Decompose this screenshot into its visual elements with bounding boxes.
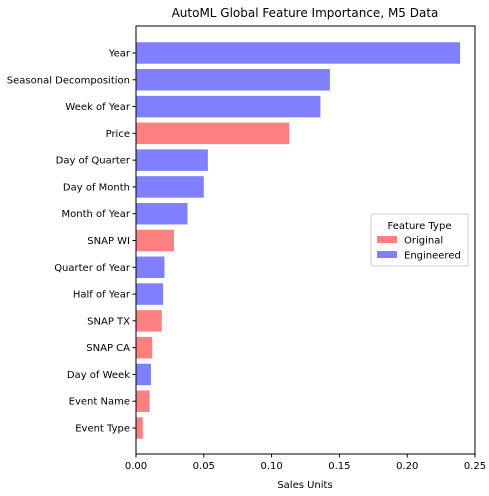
bar — [136, 149, 208, 171]
x-tick-label: 0.00 — [125, 461, 147, 472]
bars-group — [136, 42, 461, 439]
y-tick-label: Event Type — [75, 424, 130, 435]
x-tick-labels: 0.00 0.05 0.10 0.15 0.20 0.25 — [125, 454, 486, 472]
bar — [136, 256, 165, 279]
y-tick-label: Year — [108, 49, 131, 60]
x-tick-label: 0.20 — [396, 461, 418, 472]
bar — [136, 69, 330, 91]
y-tick-label: Event Name — [69, 397, 130, 408]
bar — [136, 310, 162, 332]
bar — [136, 95, 321, 118]
legend-label: Original — [404, 236, 443, 247]
y-tick-label: Price — [106, 129, 130, 140]
y-tick-label: SNAP TX — [87, 316, 130, 327]
bar — [136, 363, 151, 386]
y-tick-label: Week of Year — [65, 102, 130, 113]
bar — [136, 229, 174, 252]
chart-title: AutoML Global Feature Importance, M5 Dat… — [172, 6, 439, 20]
y-tick-label: SNAP WI — [87, 236, 130, 247]
y-tick-labels: Year Seasonal Decomposition Week of Year Pr… — [7, 49, 136, 435]
y-tick-label: Seasonal Decomposition — [7, 75, 130, 86]
bar — [136, 283, 164, 305]
x-axis-label: Sales Units — [277, 480, 332, 491]
bar — [136, 202, 188, 225]
bar — [136, 417, 143, 439]
y-tick-label: Half of Year — [73, 290, 131, 301]
legend-label: Engineered — [404, 251, 461, 262]
x-tick-label: 0.15 — [328, 461, 350, 472]
y-tick-label: Day of Week — [67, 370, 130, 381]
y-tick-label: Day of Month — [63, 182, 130, 193]
legend-swatch — [377, 251, 397, 258]
x-tick-label: 0.10 — [260, 461, 282, 472]
legend-swatch — [377, 236, 397, 243]
bar — [136, 176, 204, 198]
plot-frame — [135, 25, 476, 455]
x-tick-label: 0.05 — [193, 461, 215, 472]
y-tick-label: SNAP CA — [86, 343, 130, 354]
y-tick-label: Month of Year — [61, 209, 130, 220]
bar — [136, 122, 290, 145]
bar — [136, 336, 153, 359]
legend: Feature Type Original Engineered — [370, 213, 469, 267]
bar — [136, 42, 461, 64]
y-tick-label: Day of Quarter — [56, 156, 131, 167]
y-tick-label: Quarter of Year — [54, 263, 131, 274]
bar — [136, 390, 150, 412]
x-tick-label: 0.25 — [464, 461, 486, 472]
legend-title: Feature Type — [388, 221, 452, 232]
